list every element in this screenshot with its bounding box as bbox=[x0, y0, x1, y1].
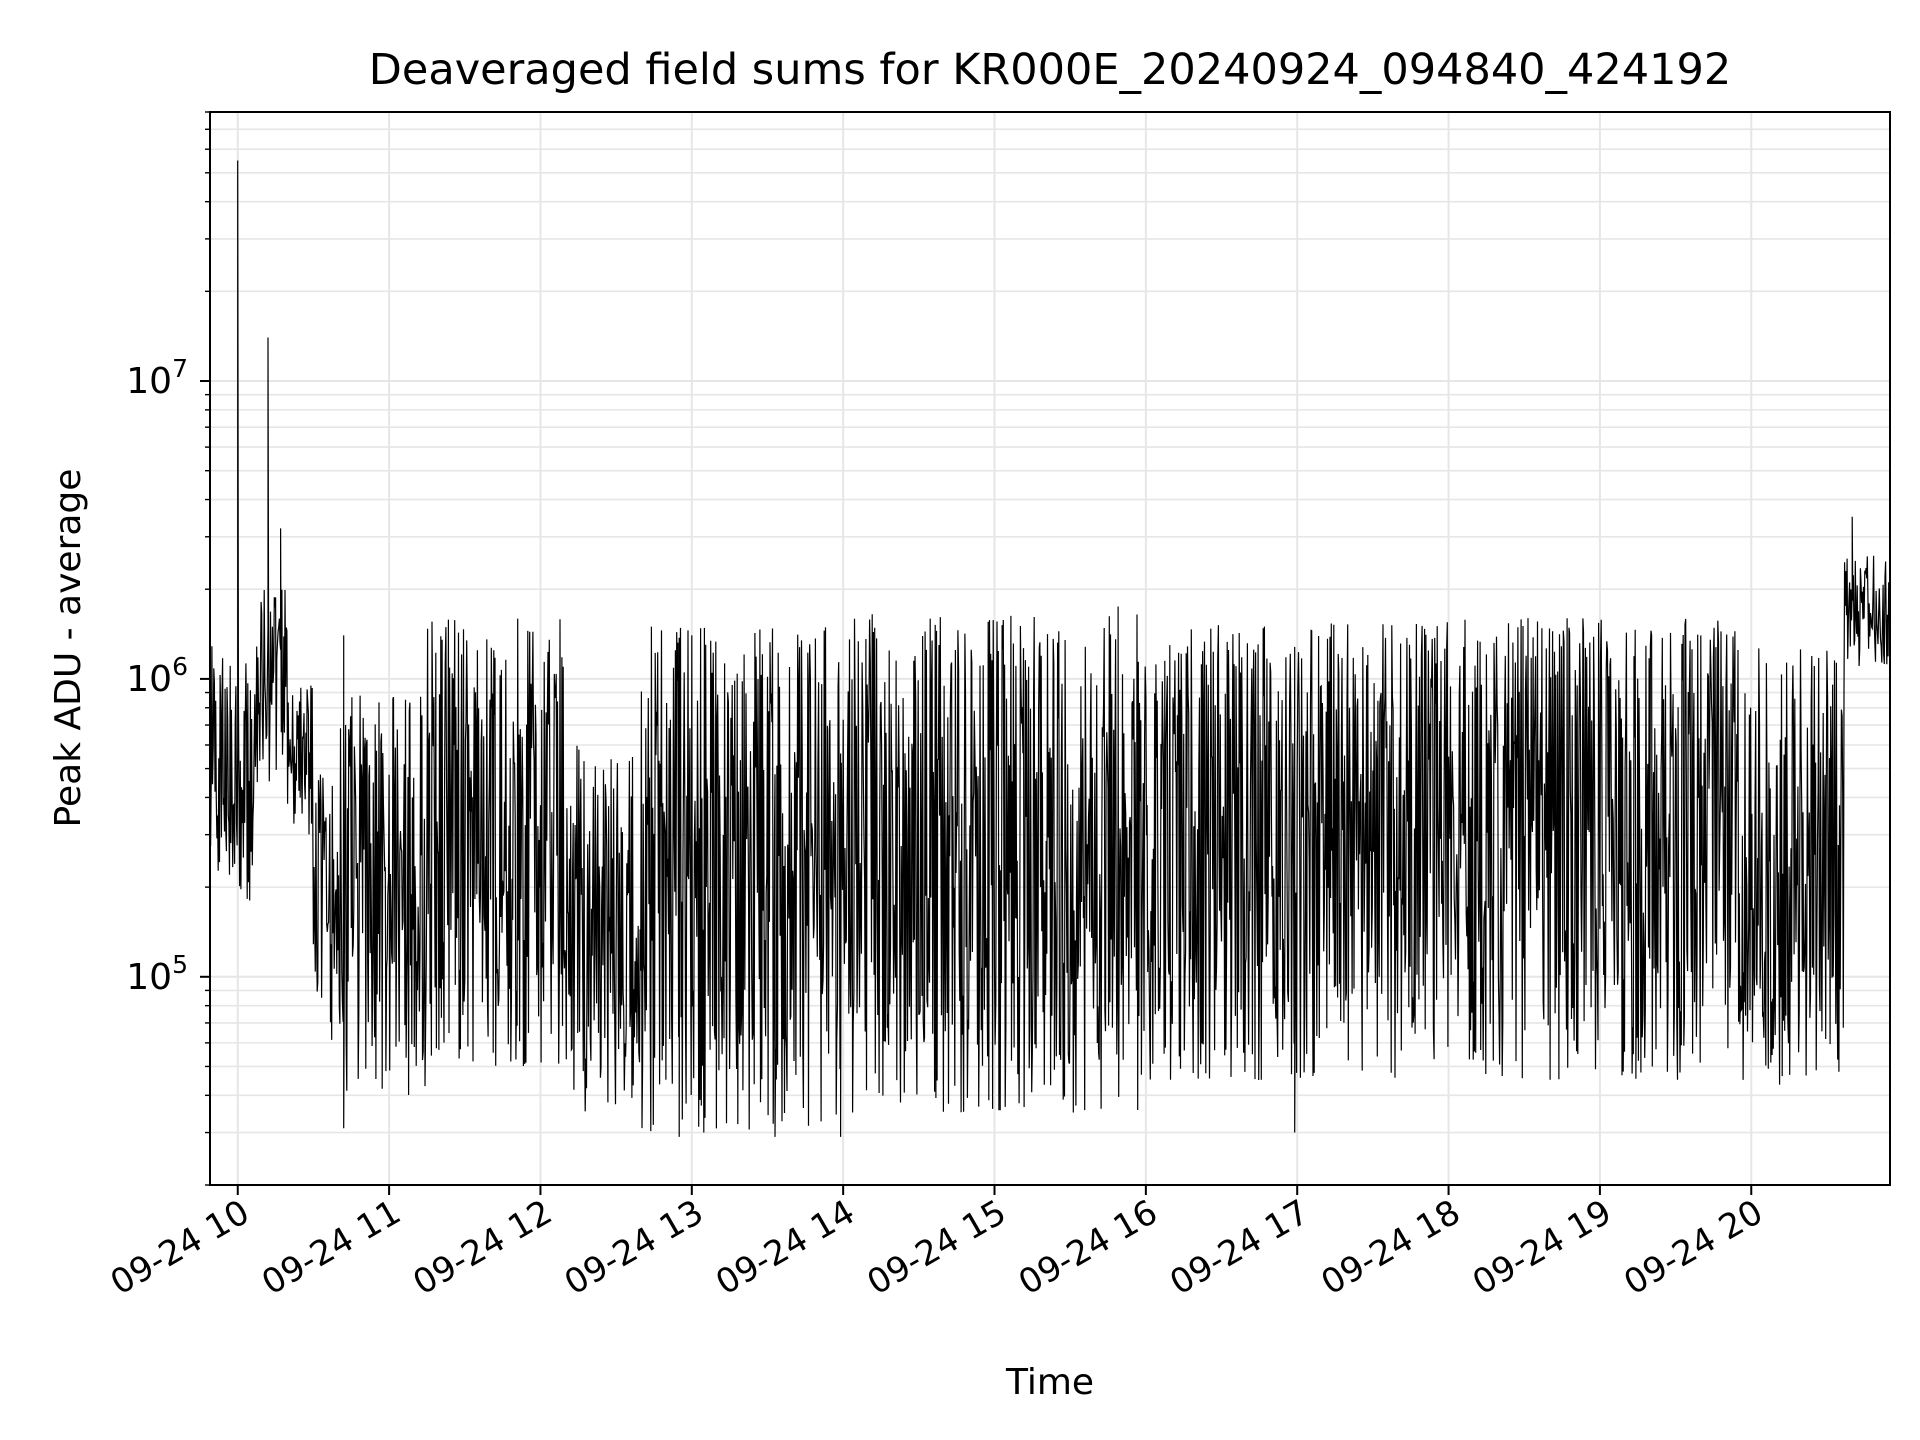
x-tick-label: 09-24 12 bbox=[407, 1192, 559, 1303]
x-tick-label: 09-24 17 bbox=[1163, 1192, 1315, 1303]
x-axis-label: Time bbox=[1005, 1362, 1094, 1403]
x-tick-label: 09-24 11 bbox=[255, 1192, 407, 1303]
x-tick-label: 09-24 13 bbox=[558, 1192, 710, 1303]
x-tick-label: 09-24 10 bbox=[104, 1192, 256, 1303]
chart-title: Deaveraged field sums for KR000E_2024092… bbox=[369, 45, 1731, 95]
x-tick-label: 09-24 16 bbox=[1012, 1192, 1164, 1303]
series-path bbox=[209, 160, 1890, 1137]
y-tick-label: 105 bbox=[126, 950, 188, 998]
x-tick-label: 09-24 15 bbox=[861, 1192, 1013, 1303]
y-tick-label: 106 bbox=[126, 652, 188, 700]
x-tick-label: 09-24 20 bbox=[1617, 1192, 1769, 1303]
x-tick-label: 09-24 14 bbox=[709, 1192, 861, 1303]
y-axis-label: Peak ADU - average bbox=[48, 469, 89, 828]
plot-frame bbox=[209, 111, 1891, 1186]
x-tick-label: 09-24 19 bbox=[1466, 1192, 1618, 1303]
x-tick-label: 09-24 18 bbox=[1315, 1192, 1467, 1303]
series-line bbox=[209, 160, 1890, 1137]
y-tick-label: 107 bbox=[126, 354, 188, 402]
